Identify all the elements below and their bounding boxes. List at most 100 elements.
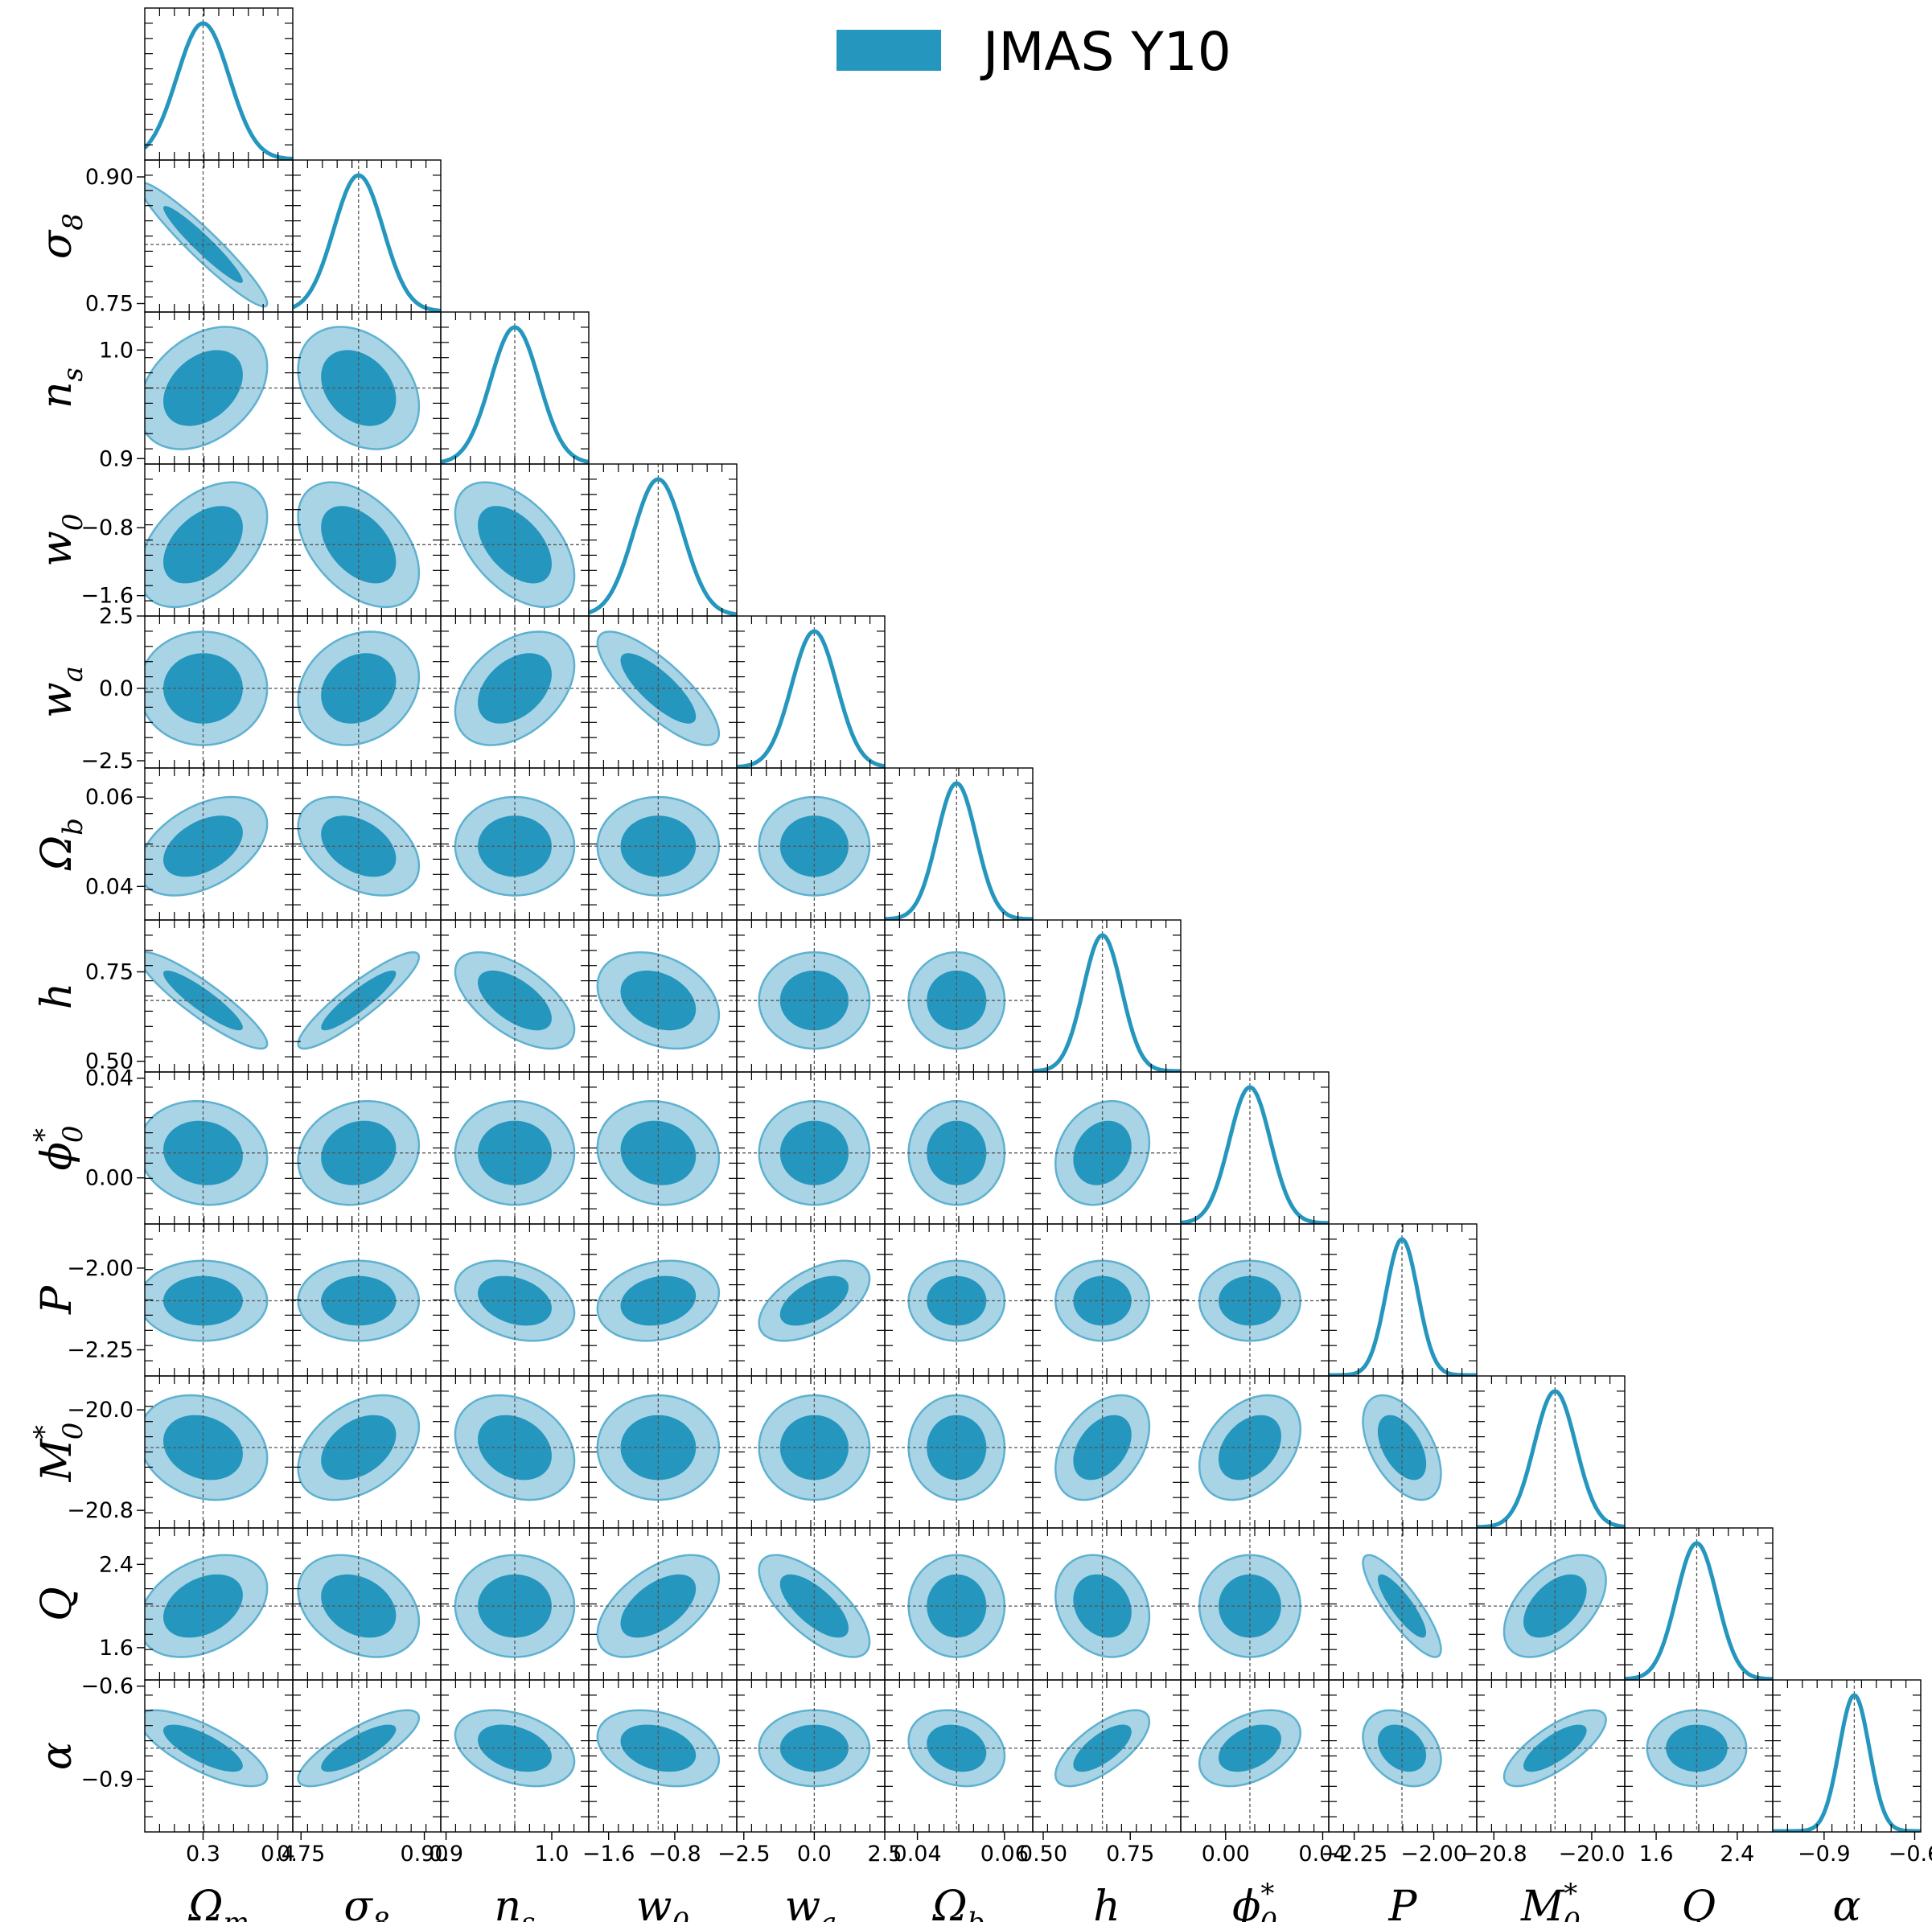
panel-M_0_star-P <box>1328 1375 1478 1529</box>
y-axis-title-h: h <box>33 983 81 1010</box>
panel-frame <box>736 615 886 769</box>
label-superscript: * <box>28 1128 60 1142</box>
label-main: σ <box>33 229 81 259</box>
contour-68 <box>927 1275 987 1326</box>
panel-Omega_b-w_a <box>736 767 886 921</box>
y-tick-label-h: 0.75 <box>85 959 134 984</box>
panel-h-Omega_b <box>884 919 1034 1073</box>
panel-P-sigma_8 <box>292 1223 442 1377</box>
panel-P-w_a <box>736 1223 886 1377</box>
panel-content <box>885 1376 1033 1528</box>
posterior-curve-M_0_star <box>1477 1389 1625 1528</box>
panel-content <box>293 920 441 1072</box>
panel-content <box>1033 1072 1181 1224</box>
y-axis-title-M_0_star: M*0 <box>28 1423 89 1483</box>
x-tick-label-Omega_m: 0.3 <box>186 1842 220 1867</box>
panel-content <box>293 1376 441 1528</box>
panel-h-w_a <box>736 919 886 1073</box>
label-subscript: 0 <box>57 1125 89 1143</box>
panel-content <box>737 1224 885 1376</box>
panel-Q-Omega_b <box>884 1527 1034 1681</box>
panel-content <box>293 1072 441 1224</box>
label-subscript: 0 <box>57 1423 89 1440</box>
panel-content <box>885 768 1033 920</box>
y-tick-label-phi_0_star: 0.04 <box>85 1066 134 1091</box>
y-axis-title-sigma_8: σ8 <box>33 213 89 259</box>
label-main: α <box>1832 1883 1860 1922</box>
panel-content <box>1329 1376 1477 1528</box>
label-main: σ <box>343 1883 373 1922</box>
panel-content <box>293 1224 441 1376</box>
y-tick-label-sigma_8: 0.75 <box>85 292 134 317</box>
panel-M_0_star-sigma_8 <box>292 1375 442 1529</box>
label-subscript: 8 <box>57 213 89 231</box>
panel-content <box>441 1376 589 1528</box>
panel-content <box>737 1072 885 1224</box>
panel-content <box>1181 1224 1329 1376</box>
label-superscript: * <box>1260 1878 1274 1910</box>
panel-content <box>737 920 885 1072</box>
panel-sigma_8-sigma_8 <box>292 159 442 313</box>
panel-n_s-n_s <box>440 311 590 465</box>
panel-P-Omega_b <box>884 1223 1034 1377</box>
panel-P-w_0 <box>588 1223 738 1377</box>
panel-phi_0_star-n_s <box>440 1071 590 1225</box>
x-tick-label-M_0_star: −20.0 <box>1559 1842 1626 1867</box>
contour-68 <box>321 815 397 877</box>
x-tick-label-w_0: −0.8 <box>648 1842 701 1867</box>
panel-Q-w_a <box>736 1527 886 1681</box>
legend: JMAS Y10 <box>837 21 1231 83</box>
y-tick-label-alpha: −0.6 <box>80 1674 134 1699</box>
panel-content <box>441 1224 589 1376</box>
panel-w_0-sigma_8 <box>292 463 442 617</box>
panel-Q-Q <box>1624 1527 1774 1681</box>
panel-content <box>145 1376 293 1528</box>
panel-phi_0_star-Omega_m <box>144 1071 294 1225</box>
label-subscript: a <box>57 666 89 682</box>
panel-M_0_star-Omega_m <box>144 1375 294 1529</box>
y-axis-title-Q: Q <box>33 1587 81 1621</box>
posterior-curve-Omega_b <box>885 781 1033 920</box>
x-tick-label-alpha: −0.6 <box>1889 1842 1932 1867</box>
panel-w_a-sigma_8 <box>292 615 442 769</box>
label-subscript: b <box>968 1907 985 1922</box>
panel-content <box>1625 1528 1773 1680</box>
panel-content <box>1033 1224 1181 1376</box>
x-axis-title-sigma_8: σ8 <box>343 1883 389 1922</box>
label-main: h <box>1093 1883 1120 1922</box>
panel-content <box>441 1680 589 1832</box>
panel-phi_0_star-Omega_b <box>884 1071 1034 1225</box>
panel-phi_0_star-w_0 <box>588 1071 738 1225</box>
posterior-curve-w_a <box>737 629 885 768</box>
x-tick-label-Q: 1.6 <box>1639 1842 1674 1867</box>
label-main: P <box>1388 1883 1418 1922</box>
label-subscript: s <box>57 368 89 381</box>
panel-content <box>1033 920 1181 1072</box>
panel-alpha-sigma_8 <box>292 1679 442 1833</box>
panel-frame <box>144 7 294 161</box>
panel-content <box>737 768 885 920</box>
label-main: Ω <box>33 836 81 871</box>
label-main: P <box>33 1285 81 1315</box>
panel-content <box>1773 1680 1921 1832</box>
panel-h-w_0 <box>588 919 738 1073</box>
panel-content <box>589 1224 737 1376</box>
x-tick-label-phi_0_star: 0.04 <box>1298 1842 1346 1867</box>
panel-content <box>589 1376 737 1528</box>
panel-P-Omega_m <box>144 1223 294 1377</box>
x-tick-label-w_a: 2.5 <box>868 1842 902 1867</box>
panel-phi_0_star-w_a <box>736 1071 886 1225</box>
y-axis-title-Omega_b: Ωb <box>33 818 89 871</box>
x-tick-label-w_a: −2.5 <box>717 1842 771 1867</box>
posterior-curve-alpha <box>1773 1693 1921 1832</box>
x-axis-title-Omega_b: Ωb <box>932 1883 985 1922</box>
contour-68 <box>779 1415 849 1481</box>
panel-content <box>589 1680 737 1832</box>
y-tick-label-M_0_star: −20.0 <box>67 1398 134 1423</box>
panel-content <box>145 1680 293 1832</box>
panel-alpha-Omega_b <box>884 1679 1034 1833</box>
contour-68 <box>321 1574 397 1638</box>
panel-alpha-w_a <box>736 1679 886 1833</box>
panel-w_0-w_0 <box>588 463 738 617</box>
